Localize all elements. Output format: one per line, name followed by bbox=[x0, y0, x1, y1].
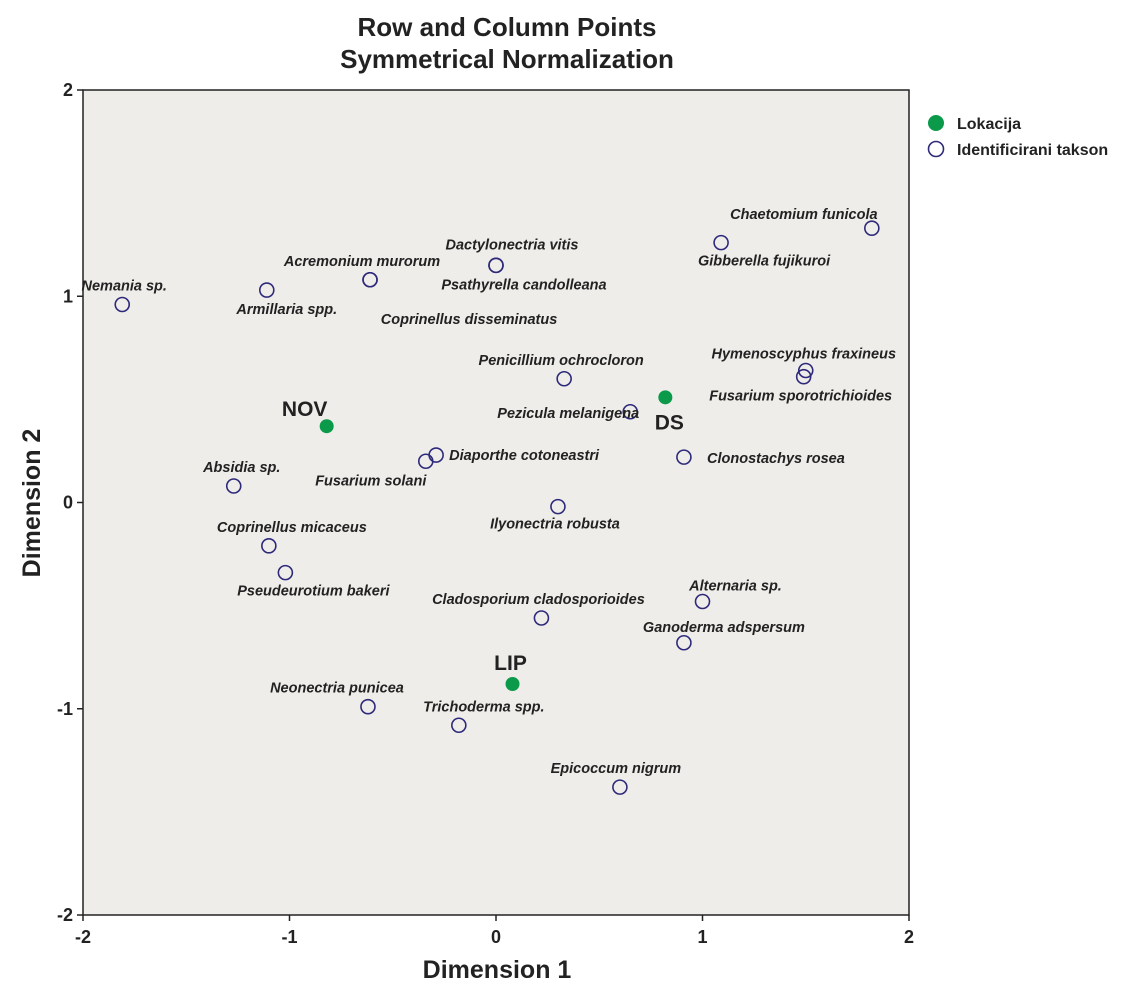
taxon-label-coprinellus-micaceus: Coprinellus micaceus bbox=[217, 520, 367, 536]
taxon-label-pseudeurotium-bakeri: Pseudeurotium bakeri bbox=[237, 584, 390, 600]
location-label-ds: DS bbox=[655, 411, 684, 434]
y-axis-title: Dimension 2 bbox=[18, 429, 46, 578]
taxon-label-gibberella-fujikuroi: Gibberella fujikuroi bbox=[698, 254, 831, 270]
location-point-nov bbox=[319, 419, 334, 434]
y-tick-label: -2 bbox=[57, 905, 73, 925]
taxon-label-penicillium-ochrocloron: Penicillium ochrocloron bbox=[479, 353, 644, 369]
y-tick-label: 1 bbox=[63, 286, 73, 306]
taxon-point-armillaria-spp bbox=[258, 282, 275, 298]
x-tick-label: 0 bbox=[491, 927, 501, 947]
x-tick-label: -2 bbox=[75, 927, 91, 947]
legend-label-lokacija: Lokacija bbox=[957, 116, 1021, 133]
taxon-label-armillaria-spp: Armillaria spp. bbox=[235, 302, 337, 318]
taxon-label-pezicula-melanigena: Pezicula melanigena bbox=[497, 406, 639, 422]
taxon-point-coprinellus-disseminatus bbox=[362, 271, 378, 288]
legend-marker-lokacija bbox=[928, 115, 944, 131]
taxon-label-chaetomium-funicola: Chaetomium funicola bbox=[730, 207, 877, 223]
location-point-ds bbox=[658, 390, 673, 405]
taxon-label-alternaria-sp: Alternaria sp. bbox=[688, 579, 782, 595]
taxon-label-fusarium-solani: Fusarium solani bbox=[315, 473, 427, 489]
x-tick-label: 2 bbox=[904, 927, 914, 947]
location-point-lip bbox=[505, 677, 520, 691]
taxon-label-ilyonectria-robusta: Ilyonectria robusta bbox=[490, 517, 620, 533]
chart-subtitle: Symmetrical Normalization bbox=[340, 44, 674, 74]
axis-ticks: -2 -1 0 1 2 2 1 0 -1 -2 bbox=[57, 80, 914, 947]
legend: Lokacija Identificirani takson bbox=[927, 115, 1108, 159]
data-points bbox=[114, 220, 880, 795]
taxon-label-absidia-sp: Absidia sp. bbox=[202, 460, 280, 476]
taxon-label-fusarium-sporotrichioides: Fusarium sporotrichioides bbox=[709, 389, 892, 405]
y-tick-label: 0 bbox=[63, 493, 73, 513]
taxon-point-alternaria-sp bbox=[694, 593, 711, 610]
taxon-point-ilyonectria-robusta bbox=[550, 498, 566, 515]
taxon-point-neonectria-punicea bbox=[360, 698, 376, 715]
taxon-point-nemania-sp bbox=[114, 296, 131, 313]
y-tick-label: 2 bbox=[63, 80, 73, 100]
taxon-label-nemania-sp: Nemania sp. bbox=[82, 279, 167, 295]
plot-area bbox=[82, 89, 910, 916]
taxon-label-cladosporium-cladosporioides: Cladosporium cladosporioides bbox=[432, 592, 645, 608]
taxon-point-epicoccum-nigrum bbox=[612, 779, 628, 795]
taxon-point-pseudeurotium-bakeri bbox=[277, 564, 294, 581]
taxon-label-neonectria-punicea: Neonectria punicea bbox=[270, 681, 404, 697]
taxon-label-hymenoscyphus-fraxineus: Hymenoscyphus fraxineus bbox=[711, 347, 896, 363]
taxon-point-pezicula-melanigena bbox=[622, 403, 639, 420]
taxon-point-hymenoscyphus-fraxineus bbox=[797, 362, 814, 379]
taxon-point-chaetomium-funicola bbox=[864, 220, 880, 236]
taxon-point-cladosporium-cladosporioides bbox=[533, 610, 550, 626]
taxon-point-gibberella-fujikuroi bbox=[713, 234, 729, 251]
location-label-lip: LIP bbox=[494, 652, 527, 675]
taxon-point-absidia-sp bbox=[225, 478, 242, 494]
legend-label-takson: Identificirani takson bbox=[957, 142, 1108, 159]
taxon-label-ganoderma-adspersum: Ganoderma adspersum bbox=[643, 620, 805, 636]
taxon-point-coprinellus-micaceus bbox=[261, 538, 277, 554]
taxon-label-clonostachys-rosea: Clonostachys rosea bbox=[707, 451, 845, 467]
taxon-point-clonostachys-rosea bbox=[676, 449, 692, 465]
x-tick-label: 1 bbox=[697, 927, 707, 947]
taxon-label-trichoderma-spp: Trichoderma spp. bbox=[423, 699, 544, 715]
taxon-label-coprinellus-disseminatus: Coprinellus disseminatus bbox=[381, 312, 557, 328]
taxon-point-fusarium-solani bbox=[417, 453, 434, 470]
taxon-point-ganoderma-adspersum bbox=[676, 634, 692, 651]
taxon-point-penicillium-ochrocloron bbox=[556, 370, 572, 387]
x-axis-title: Dimension 1 bbox=[423, 956, 572, 984]
taxon-label-psathyrella-candolleana: Psathyrella candolleana bbox=[441, 277, 606, 293]
taxon-point-fusarium-sporotrichioides bbox=[795, 368, 812, 385]
location-label-nov: NOV bbox=[282, 398, 328, 421]
taxon-point-trichoderma-spp bbox=[451, 717, 467, 734]
y-tick-label: -1 bbox=[57, 699, 73, 719]
taxon-point-psathyrella-candolleana bbox=[488, 257, 504, 274]
x-tick-label: -1 bbox=[281, 927, 297, 947]
taxon-label-epicoccum-nigrum: Epicoccum nigrum bbox=[551, 761, 682, 777]
data-labels: NOV DS LIP Nemania sp. Armillaria spp. Acremo… bbox=[82, 207, 896, 777]
legend-marker-takson bbox=[927, 140, 945, 158]
taxon-label-acremonium-murorum: Acremonium murorum bbox=[283, 254, 440, 270]
taxon-label-dactylonectria-vitis: Dactylonectria vitis bbox=[446, 237, 579, 253]
chart-title: Row and Column Points bbox=[358, 12, 657, 42]
taxon-label-diaporthe-cotoneastri: Diaporthe cotoneastri bbox=[449, 448, 600, 464]
